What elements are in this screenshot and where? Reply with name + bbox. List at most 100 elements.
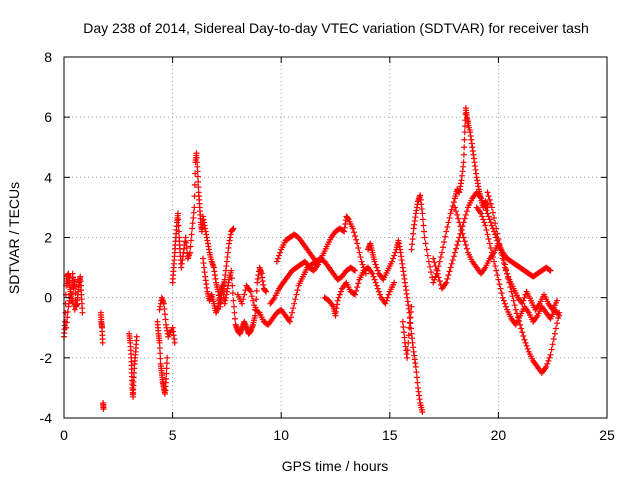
data-point xyxy=(157,355,164,362)
data-point xyxy=(163,375,170,382)
x-tick-label: 5 xyxy=(169,427,177,443)
data-point xyxy=(421,234,428,241)
data-point xyxy=(163,360,170,367)
data-point xyxy=(190,214,197,221)
data-point xyxy=(485,236,492,243)
data-point xyxy=(499,294,506,301)
data-point xyxy=(191,204,198,211)
data-point xyxy=(501,264,508,271)
data-point xyxy=(340,227,347,234)
data-point xyxy=(336,291,343,298)
data-point xyxy=(374,285,381,292)
data-point xyxy=(255,308,262,315)
data-point xyxy=(335,294,342,301)
data-point xyxy=(498,251,505,258)
data-point xyxy=(290,305,297,312)
data-point xyxy=(71,306,78,313)
data-point xyxy=(312,258,319,265)
data-point xyxy=(79,309,86,316)
data-point xyxy=(448,206,455,213)
data-point xyxy=(501,300,508,307)
data-point xyxy=(495,236,502,243)
data-point xyxy=(247,288,254,295)
data-point xyxy=(422,240,429,247)
data-point xyxy=(373,264,380,271)
data-point xyxy=(229,290,236,297)
data-point xyxy=(484,189,491,196)
data-point xyxy=(355,245,362,252)
data-point xyxy=(508,288,515,295)
data-point xyxy=(70,302,77,309)
data-point xyxy=(434,270,441,277)
data-point xyxy=(492,263,499,270)
data-point xyxy=(262,288,269,295)
data-point xyxy=(273,258,280,265)
data-point xyxy=(407,314,414,321)
data-point xyxy=(405,332,412,339)
data-point xyxy=(438,249,445,256)
data-point xyxy=(293,291,300,298)
data-point xyxy=(286,318,293,325)
data-point xyxy=(68,295,75,302)
data-point xyxy=(441,239,448,246)
data-point xyxy=(350,290,357,297)
data-point xyxy=(382,300,389,307)
data-point xyxy=(423,246,430,253)
data-point xyxy=(249,297,256,304)
data-point xyxy=(547,351,554,358)
data-point xyxy=(294,287,301,294)
data-point xyxy=(277,249,284,256)
data-point xyxy=(499,255,506,262)
data-point xyxy=(483,226,490,233)
data-point xyxy=(357,254,364,261)
data-point xyxy=(228,267,235,274)
data-point xyxy=(156,345,163,352)
data-point xyxy=(554,297,561,304)
data-point xyxy=(480,216,487,223)
data-point xyxy=(489,254,496,261)
data-point xyxy=(512,306,519,313)
data-point xyxy=(462,242,469,249)
data-point xyxy=(494,272,501,279)
data-point xyxy=(359,261,366,268)
data-point xyxy=(433,266,440,273)
data-point xyxy=(445,272,452,279)
data-point xyxy=(183,245,190,252)
data-point xyxy=(451,204,458,211)
y-tick-label: -2 xyxy=(40,350,53,366)
data-point xyxy=(486,216,493,223)
data-point xyxy=(399,318,406,325)
data-point xyxy=(156,339,163,346)
data-point xyxy=(358,258,365,265)
data-point xyxy=(406,324,413,331)
data-point xyxy=(334,297,341,304)
data-point xyxy=(484,231,491,238)
data-point xyxy=(522,339,529,346)
data-point xyxy=(488,249,495,256)
data-point xyxy=(175,222,182,229)
data-point xyxy=(391,252,398,259)
data-point xyxy=(430,279,437,286)
data-point xyxy=(446,268,453,275)
data-point xyxy=(487,200,494,207)
data-point xyxy=(457,223,464,230)
data-point xyxy=(520,333,527,340)
data-point xyxy=(252,312,259,319)
x-axis-label: GPS time / hours xyxy=(282,458,389,474)
x-tick-label: 20 xyxy=(491,427,507,443)
data-point xyxy=(484,210,491,217)
data-point xyxy=(161,311,168,318)
data-point xyxy=(189,220,196,227)
data-point xyxy=(488,204,495,211)
data-point xyxy=(523,342,530,349)
data-point xyxy=(175,216,182,223)
data-point xyxy=(64,314,71,321)
data-point xyxy=(186,249,193,256)
data-point xyxy=(175,228,182,235)
data-point xyxy=(371,258,378,265)
data-point xyxy=(100,405,107,412)
data-point xyxy=(414,379,421,386)
data-point xyxy=(194,173,201,180)
data-point xyxy=(413,369,420,376)
